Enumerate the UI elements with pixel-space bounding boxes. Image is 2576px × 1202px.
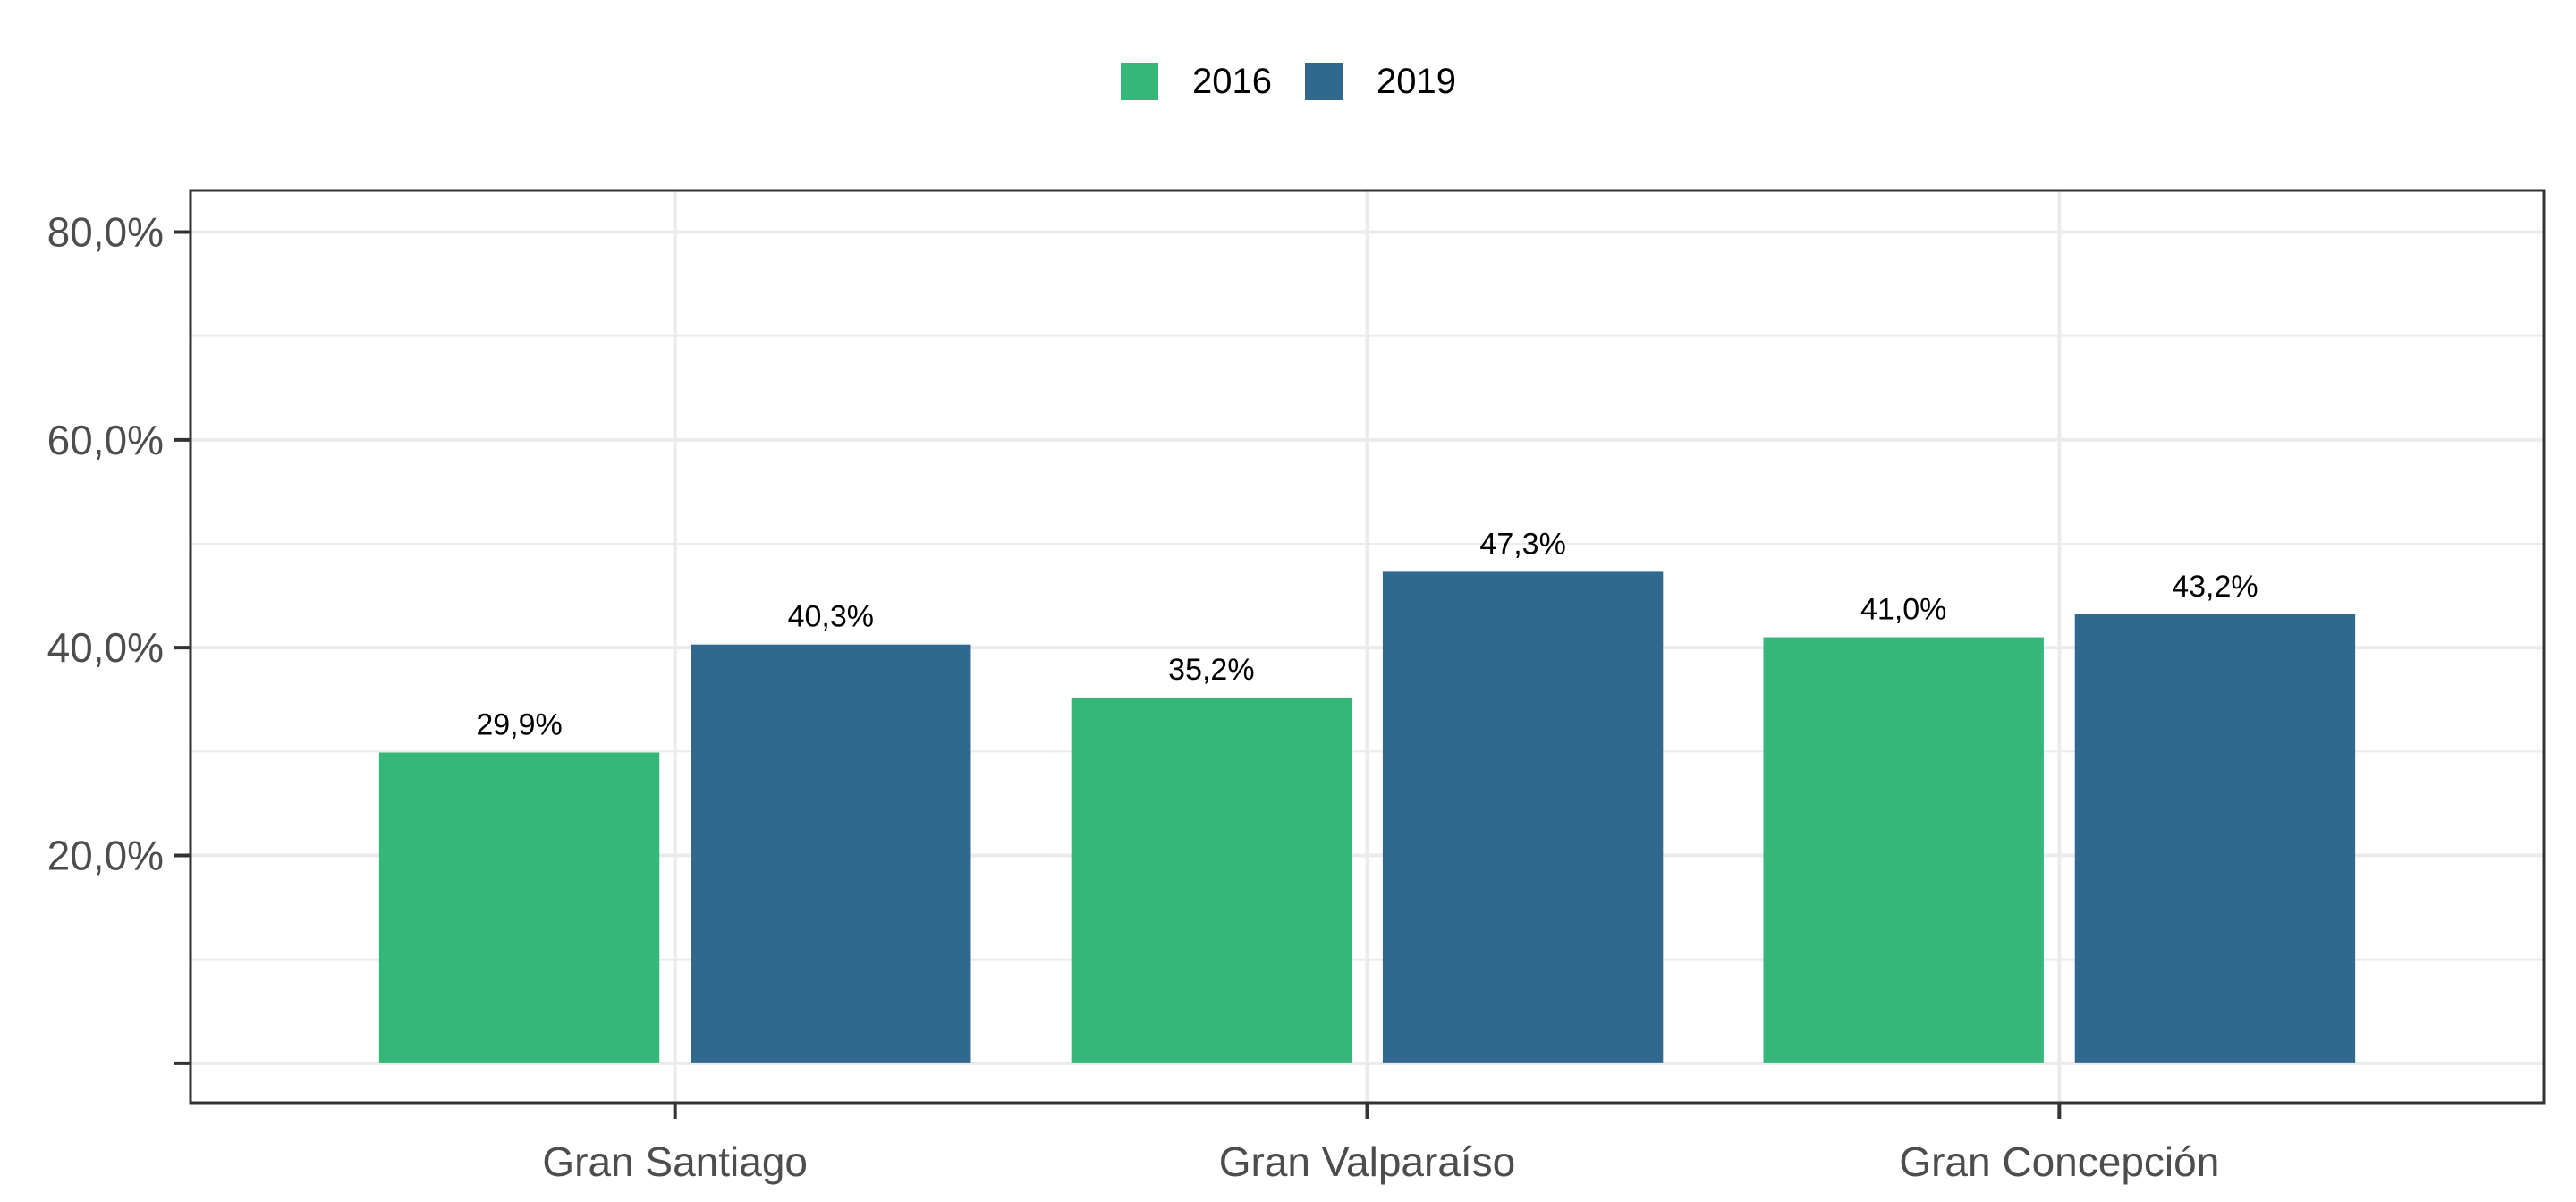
bar-2016-3 xyxy=(1763,637,2044,1063)
legend-label-2019: 2019 xyxy=(1377,62,1456,101)
y-tick-label: 60,0% xyxy=(47,417,164,463)
x-tick-label: Gran Santiago xyxy=(542,1139,808,1185)
bar-2016-1 xyxy=(378,752,660,1063)
data-label: 41,0% xyxy=(1860,593,1946,627)
bar-2019-3 xyxy=(2074,614,2356,1063)
axes: 20,0% 40,0% 60,0% 80,0% Gran Santiago Gran Va… xyxy=(47,208,2220,1185)
data-label: 47,3% xyxy=(1479,527,1565,561)
legend-label-2016: 2016 xyxy=(1192,62,1272,101)
y-tick-label: 80,0% xyxy=(47,208,164,255)
data-label: 40,3% xyxy=(788,600,874,634)
y-tick-label: 20,0% xyxy=(47,833,164,879)
bar-2019-1 xyxy=(691,644,971,1063)
bar-2016-2 xyxy=(1071,697,1352,1063)
legend-swatch-2016 xyxy=(1121,63,1158,100)
x-tick-label: Gran Concepción xyxy=(1899,1139,2219,1185)
data-labels: 29,9% 35,2% 41,0% 40,3% 47,3% 43,2% xyxy=(476,527,2258,741)
data-label: 35,2% xyxy=(1168,653,1254,687)
x-tick-label: Gran Valparaíso xyxy=(1219,1139,1516,1185)
data-label: 29,9% xyxy=(476,707,562,741)
legend: 2016 2019 xyxy=(1121,62,1456,101)
bar-2019-2 xyxy=(1382,571,1664,1063)
y-tick-label: 40,0% xyxy=(47,624,164,671)
bars xyxy=(378,571,2356,1063)
legend-swatch-2019 xyxy=(1305,63,1343,100)
data-label: 43,2% xyxy=(2172,570,2258,604)
